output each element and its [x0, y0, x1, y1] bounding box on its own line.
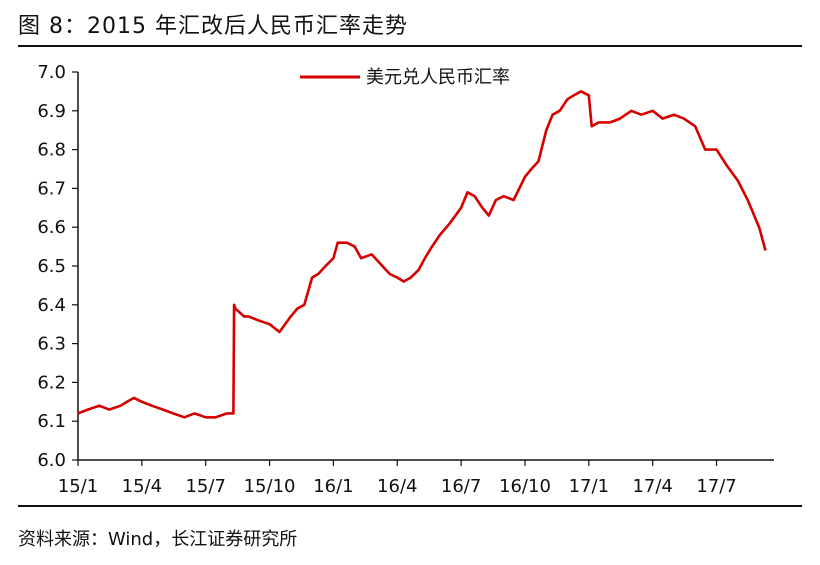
legend: 美元兑人民币汇率	[300, 67, 510, 88]
x-tick-label: 17/4	[632, 476, 672, 497]
x-tick-label: 16/4	[377, 476, 417, 497]
y-tick-label: 6.0	[37, 450, 66, 471]
x-tick-label: 16/10	[499, 476, 551, 497]
plot-area	[77, 90, 767, 419]
x-tick-label: 15/10	[244, 476, 296, 497]
x-tick-label: 17/7	[696, 476, 736, 497]
y-tick-label: 6.1	[37, 411, 66, 432]
footer-rule	[18, 505, 802, 507]
chart-axes	[77, 72, 774, 461]
x-tick-label: 16/7	[441, 476, 481, 497]
x-tick-label: 15/1	[58, 476, 98, 497]
y-axis-ticks: 6.0 6.1 6.2 6.3 6.4 6.5 6.6 6.7 6.8 6.9 7.0	[37, 62, 78, 471]
y-tick-label: 6.9	[37, 101, 66, 122]
y-tick-label: 6.6	[37, 217, 66, 238]
x-tick-label: 15/4	[122, 476, 162, 497]
x-tick-label: 16/1	[313, 476, 353, 497]
x-tick-label: 17/1	[569, 476, 609, 497]
x-tick-label: 15/7	[185, 476, 225, 497]
y-tick-label: 6.5	[37, 256, 66, 277]
series-line-0	[77, 90, 767, 419]
y-tick-label: 6.2	[37, 372, 66, 393]
y-tick-label: 6.3	[37, 334, 66, 355]
y-tick-label: 7.0	[37, 62, 66, 83]
x-axis-ticks: 15/1 15/4 15/7 15/10 16/1 16/4 16/7 16/10 17/1 17…	[58, 460, 737, 497]
legend-label: 美元兑人民币汇率	[366, 67, 510, 88]
source-note: 资料来源：Wind，长江证券研究所	[18, 529, 298, 550]
title-rule	[18, 45, 802, 47]
y-tick-label: 6.7	[37, 178, 66, 199]
chart-title: 图 8：2015 年汇改后人民币汇率走势	[18, 14, 408, 39]
y-tick-label: 6.8	[37, 140, 66, 161]
y-tick-label: 6.4	[37, 295, 66, 316]
